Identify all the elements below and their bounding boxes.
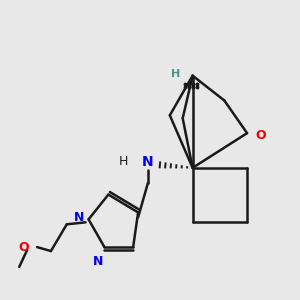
Text: O: O xyxy=(19,241,29,254)
Text: H: H xyxy=(172,69,181,79)
Text: N: N xyxy=(93,255,104,268)
Text: N: N xyxy=(74,211,85,224)
Text: O: O xyxy=(255,129,266,142)
Text: N: N xyxy=(142,155,154,169)
Text: H: H xyxy=(119,155,128,168)
